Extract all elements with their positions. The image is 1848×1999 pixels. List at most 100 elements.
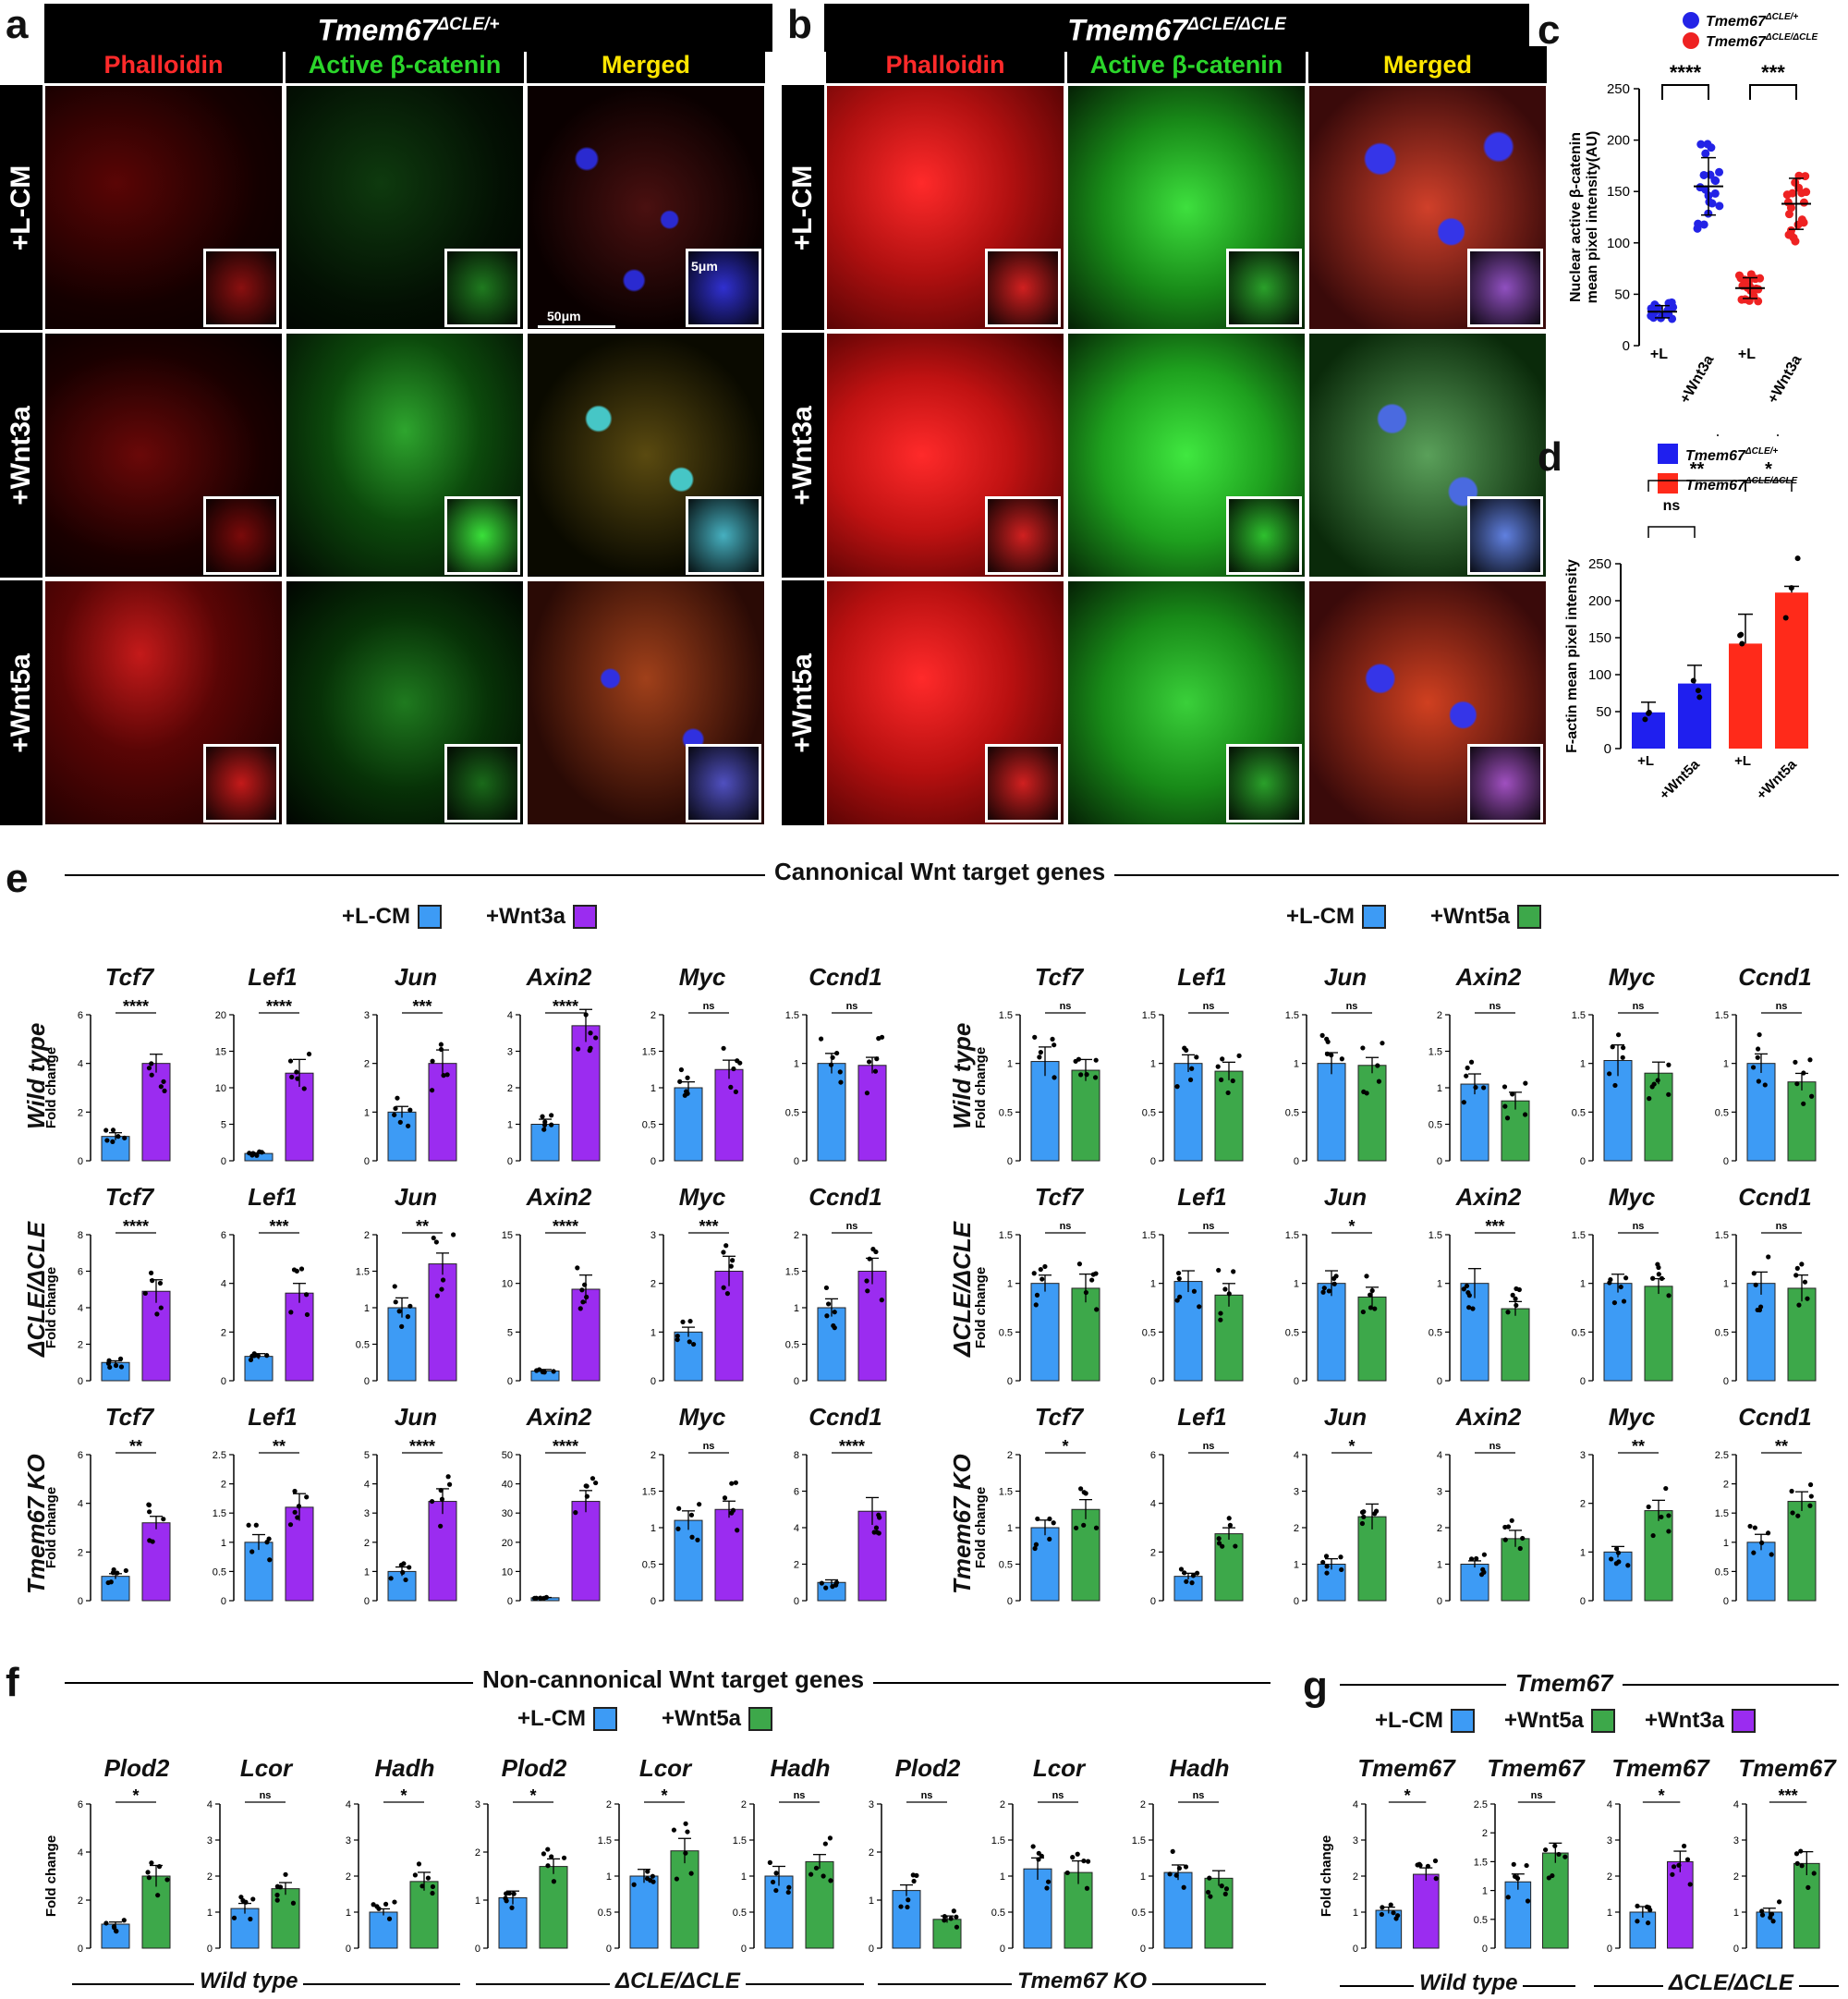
y-tick-label: 4	[1353, 1799, 1358, 1810]
scale-bar-main-label: 50μm	[547, 309, 581, 323]
data-point	[1794, 1860, 1800, 1866]
data-point	[1417, 1862, 1423, 1868]
legend-sup: ΔCLE/+	[1745, 446, 1778, 457]
y-tick-label: 0.5	[1429, 1120, 1442, 1131]
data-point	[274, 1892, 280, 1898]
data-point	[1325, 1039, 1331, 1044]
data-point	[837, 1069, 843, 1075]
bar-lcm	[1030, 1283, 1060, 1382]
y-tick-label: 50	[1614, 286, 1630, 302]
y-tick-label: 40	[502, 1480, 513, 1491]
y-tick-label: 0.5	[213, 1566, 226, 1578]
gene-bar-chart: 0 0.5 1 1.5 *	[1285, 1217, 1387, 1387]
data-point	[1368, 1305, 1374, 1310]
data-point	[828, 1878, 833, 1883]
data-point	[1040, 1276, 1045, 1282]
data-point	[870, 1247, 876, 1252]
data-point	[1505, 1895, 1511, 1900]
y-tick-label: 50	[1596, 704, 1611, 720]
y-tick-label: 1.5	[642, 1047, 656, 1058]
data-point	[1466, 1293, 1472, 1298]
data-point	[677, 1079, 683, 1084]
data-point	[407, 1107, 413, 1113]
data-point	[1610, 1044, 1615, 1050]
data-point	[876, 1512, 881, 1518]
data-point	[149, 1072, 154, 1078]
data-point	[579, 1287, 585, 1293]
data-point	[1794, 1265, 1800, 1271]
y-tick-label: 1.5	[1715, 1230, 1729, 1241]
y-tick-label: 1	[650, 1327, 656, 1338]
data-point	[1504, 1115, 1511, 1121]
data-point	[578, 1306, 583, 1311]
data-point	[298, 1266, 305, 1272]
data-point	[158, 1305, 164, 1310]
data-point	[162, 1088, 167, 1093]
data-point	[1226, 1516, 1232, 1521]
y-tick-label: 0	[507, 1376, 513, 1387]
gene-name: Tmem67	[1487, 1754, 1585, 1782]
data-point	[728, 1084, 734, 1090]
data-point	[876, 1036, 881, 1042]
data-point	[1790, 1510, 1795, 1516]
gene-bar-chart: 0 0.5 1 1.5 2 ns	[733, 1790, 834, 1955]
data-point	[255, 1353, 261, 1359]
data-point	[1759, 1540, 1765, 1545]
gene-bar-chart: 0 0.5 1 1.5 2 ns	[1429, 1001, 1530, 1167]
data-point	[105, 1360, 112, 1366]
data-point	[1326, 1288, 1331, 1294]
data-point	[1226, 1291, 1232, 1297]
y-tick-label: 2	[78, 1107, 83, 1118]
gene-name: Myc	[678, 963, 726, 991]
y-axis-label: Fold change	[43, 1047, 59, 1128]
y-tick-label: 0.5	[356, 1340, 370, 1351]
gene-bar-chart: 0 0.5 1 1.5 ns	[1142, 1221, 1244, 1387]
data-point	[433, 1239, 439, 1245]
data-point	[864, 1091, 870, 1096]
y-tick-label: 1.5	[999, 1487, 1013, 1498]
data-point	[1738, 631, 1745, 638]
y-tick-label: 2	[1607, 1871, 1612, 1883]
x-tick-label: +L	[1637, 753, 1654, 769]
data-point	[1320, 1559, 1326, 1566]
data-point	[1173, 1872, 1179, 1878]
bar-lcm	[230, 1908, 260, 1949]
data-point	[1710, 176, 1720, 185]
significance-label: ns	[921, 1790, 933, 1801]
data-point	[583, 1012, 589, 1018]
significance-label: **	[129, 1437, 142, 1456]
data-point	[1695, 688, 1701, 694]
gene-name: Lef1	[248, 963, 298, 991]
y-tick-label: 2	[1437, 1523, 1442, 1534]
data-point	[406, 1123, 411, 1128]
bar-treatment	[1644, 1286, 1673, 1382]
data-point	[1369, 1287, 1375, 1294]
data-point	[1324, 1570, 1330, 1576]
b-inset-zoom	[1226, 249, 1302, 327]
y-tick-label: 30	[502, 1508, 513, 1519]
data-point	[1031, 1271, 1037, 1276]
y-tick-label: 2	[794, 1560, 799, 1571]
data-point	[1656, 1272, 1661, 1277]
data-point	[1552, 1843, 1558, 1848]
data-point	[879, 1298, 884, 1303]
data-point	[441, 1073, 446, 1079]
data-point	[1766, 1254, 1771, 1260]
legend-wnt3a-label: +Wnt3a	[1645, 1708, 1725, 1733]
data-point	[1770, 1919, 1776, 1924]
bar	[1678, 683, 1711, 749]
y-tick-label: 0	[78, 1944, 83, 1955]
data-point	[146, 1875, 152, 1881]
data-point	[111, 1923, 117, 1930]
data-point	[1666, 1529, 1672, 1534]
data-point	[1799, 1262, 1805, 1267]
gene-name: Axin2	[526, 963, 592, 991]
significance-bracket	[1745, 480, 1793, 492]
data-point	[1786, 203, 1795, 213]
data-point	[873, 1525, 880, 1530]
data-point	[1802, 1279, 1808, 1285]
data-point	[147, 1509, 152, 1515]
data-point	[1364, 1274, 1369, 1279]
data-point	[1635, 1903, 1640, 1909]
gene-name: Tcf7	[104, 963, 154, 991]
